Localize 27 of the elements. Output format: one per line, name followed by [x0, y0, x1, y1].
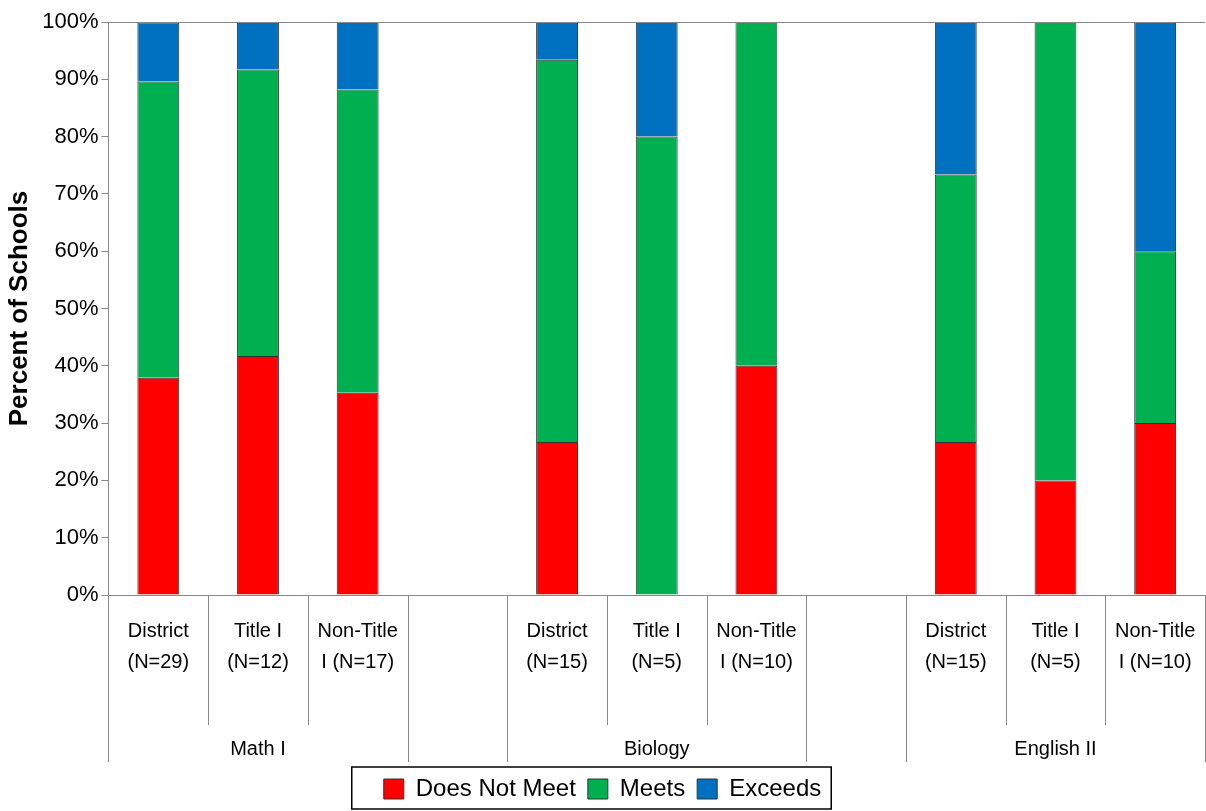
legend-label: Exceeds — [729, 773, 822, 801]
x-tick-label: Non-Title I (N=10) — [716, 619, 797, 672]
y-tick-label: 40% — [54, 351, 99, 377]
y-tick-label: 0% — [66, 581, 99, 607]
x-tick-label: District (N=15) — [526, 619, 589, 672]
y-tick-label: 80% — [54, 122, 99, 148]
x-tick-label: Title I (N=5) — [1030, 619, 1081, 672]
y-tick-label: 60% — [54, 237, 99, 263]
x-tick-label: District (N=15) — [924, 619, 987, 672]
text: Math I — [230, 737, 286, 759]
x-tick-label: Non-Title I (N=17) — [317, 619, 398, 672]
y-tick-label: 30% — [54, 409, 99, 435]
y-tick-label: 50% — [54, 294, 99, 320]
y-axis-title: Percent of Schools — [2, 190, 33, 427]
x-tick-label: Title I (N=5) — [631, 619, 683, 672]
text: Biology — [623, 737, 690, 759]
legend-label: Does Not Meet — [415, 773, 577, 801]
text: English II — [1014, 737, 1097, 759]
y-tick-label: 20% — [54, 466, 99, 492]
x-tick-label: Non-Title I (N=10) — [1114, 619, 1196, 672]
y-tick-label: 100% — [42, 8, 99, 34]
x-tick-label: District (N=29) — [127, 619, 190, 672]
y-tick-label: 10% — [54, 523, 99, 549]
x-tick-label: Title I (N=12) — [227, 619, 289, 672]
legend-label: Meets — [619, 773, 686, 801]
y-tick-label: 70% — [54, 179, 99, 205]
y-tick-label: 90% — [54, 65, 99, 91]
